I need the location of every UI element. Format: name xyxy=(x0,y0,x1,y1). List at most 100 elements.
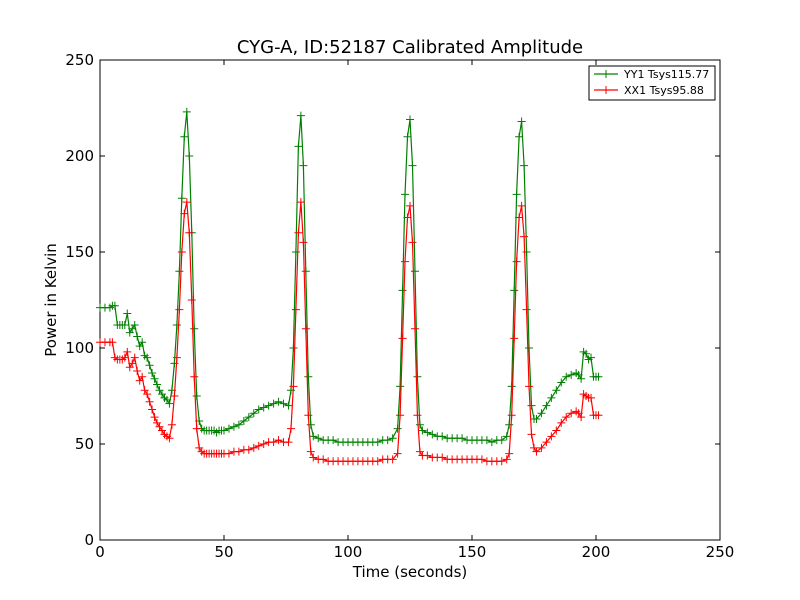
data-point-marker xyxy=(120,353,129,362)
data-point-marker xyxy=(497,436,506,445)
data-point-marker xyxy=(423,428,432,437)
data-point-marker xyxy=(408,238,417,247)
data-point-marker xyxy=(542,438,551,447)
y-tick-label: 50 xyxy=(75,435,94,453)
legend-marker xyxy=(602,86,610,94)
y-tick-label: 150 xyxy=(65,243,94,261)
data-point-marker xyxy=(177,248,186,256)
data-point-marker xyxy=(254,441,263,450)
data-point-marker xyxy=(291,305,300,314)
data-point-marker xyxy=(373,438,382,447)
data-point-marker xyxy=(522,248,531,256)
data-point-marker xyxy=(185,152,194,160)
data-point-marker xyxy=(532,447,541,456)
data-point-marker xyxy=(410,267,419,276)
data-point-marker xyxy=(527,401,536,410)
data-point-marker xyxy=(515,132,524,141)
y-tick-label: 100 xyxy=(65,339,94,357)
x-tick-label: 200 xyxy=(582,543,611,561)
data-point-marker xyxy=(165,399,174,408)
data-point-marker xyxy=(413,372,422,381)
data-point-marker xyxy=(284,438,293,447)
data-point-marker xyxy=(172,320,181,329)
data-point-marker xyxy=(418,426,427,435)
data-point-marker xyxy=(306,420,315,429)
data-point-marker xyxy=(415,420,424,429)
data-point-marker xyxy=(274,397,283,406)
data-point-marker xyxy=(190,324,199,333)
data-point-marker xyxy=(264,401,273,410)
data-point-marker xyxy=(274,436,283,445)
data-point-marker xyxy=(512,190,521,199)
data-point-marker xyxy=(234,447,243,456)
data-point-marker xyxy=(294,142,303,151)
data-point-marker xyxy=(522,305,531,314)
data-point-marker xyxy=(507,411,516,420)
data-point-marker xyxy=(525,382,534,391)
legend-label: YY1 Tsys115.77 xyxy=(623,68,709,81)
data-point-marker xyxy=(505,449,514,458)
data-point-marker xyxy=(582,349,591,358)
data-point-marker xyxy=(234,420,243,429)
data-point-marker xyxy=(150,374,159,383)
y-tick-label: 0 xyxy=(84,531,94,549)
data-point-marker xyxy=(502,432,511,441)
data-point-marker xyxy=(482,436,491,445)
data-point-marker xyxy=(254,405,263,414)
data-point-marker xyxy=(148,405,157,414)
legend-entries: YY1 Tsys115.77 XX1 Tsys95.88 xyxy=(594,68,709,97)
legend: YY1 Tsys115.77 XX1 Tsys95.88 xyxy=(588,65,716,101)
data-point-marker xyxy=(299,161,308,170)
data-point-marker xyxy=(537,443,546,452)
data-point-marker xyxy=(502,455,511,464)
data-point-marker xyxy=(388,434,397,443)
data-point-marker xyxy=(167,420,176,429)
data-point-marker xyxy=(192,424,201,433)
data-point-marker xyxy=(413,411,422,420)
data-point-marker xyxy=(110,301,119,310)
data-point-marker xyxy=(301,267,310,276)
plot-area: 0 50 100 150 200 250 0 50 100 150 200 250 xyxy=(65,51,734,561)
data-point-marker xyxy=(239,416,248,425)
data-point-marker xyxy=(177,194,186,203)
data-point-marker xyxy=(319,455,328,464)
data-point-marker xyxy=(143,353,152,362)
data-point-marker xyxy=(291,248,300,256)
chart-title: CYG-A, ID:52187 Calibrated Amplitude xyxy=(237,37,583,58)
data-point-marker xyxy=(401,190,410,199)
data-point-marker xyxy=(532,415,541,424)
data-point-marker xyxy=(138,338,147,347)
data-point-marker xyxy=(594,372,603,381)
data-point-marker xyxy=(487,438,496,447)
data-point-marker xyxy=(401,257,410,266)
data-point-marker xyxy=(515,213,524,222)
data-point-marker xyxy=(294,228,303,237)
y-tick-label: 200 xyxy=(65,147,94,165)
data-point-marker xyxy=(182,107,191,116)
data-point-marker xyxy=(289,382,298,391)
data-point-marker xyxy=(393,449,402,458)
data-point-marker xyxy=(284,401,293,410)
data-point-marker xyxy=(406,115,414,124)
data-point-marker xyxy=(497,457,506,466)
data-point-marker xyxy=(150,413,159,422)
data-point-marker xyxy=(180,209,189,218)
x-tick-label: 150 xyxy=(458,543,487,561)
data-point-marker xyxy=(145,397,154,406)
data-point-marker xyxy=(301,324,310,333)
data-point-marker xyxy=(373,457,382,466)
data-point-marker xyxy=(130,353,139,362)
data-point-marker xyxy=(577,374,586,383)
data-point-marker xyxy=(123,309,132,318)
data-point-marker xyxy=(537,409,546,418)
data-point-marker xyxy=(304,411,313,420)
data-point-marker xyxy=(259,403,268,412)
data-point-marker xyxy=(510,334,519,343)
data-point-marker xyxy=(520,161,529,170)
data-point-marker xyxy=(224,424,233,433)
data-point-marker xyxy=(510,286,519,295)
data-point-marker xyxy=(165,434,174,443)
ticks-layer: 0 50 100 150 200 250 0 50 100 150 200 250 xyxy=(65,51,734,561)
y-axis-label: Power in Kelvin xyxy=(42,243,60,357)
data-point-marker xyxy=(505,420,514,429)
